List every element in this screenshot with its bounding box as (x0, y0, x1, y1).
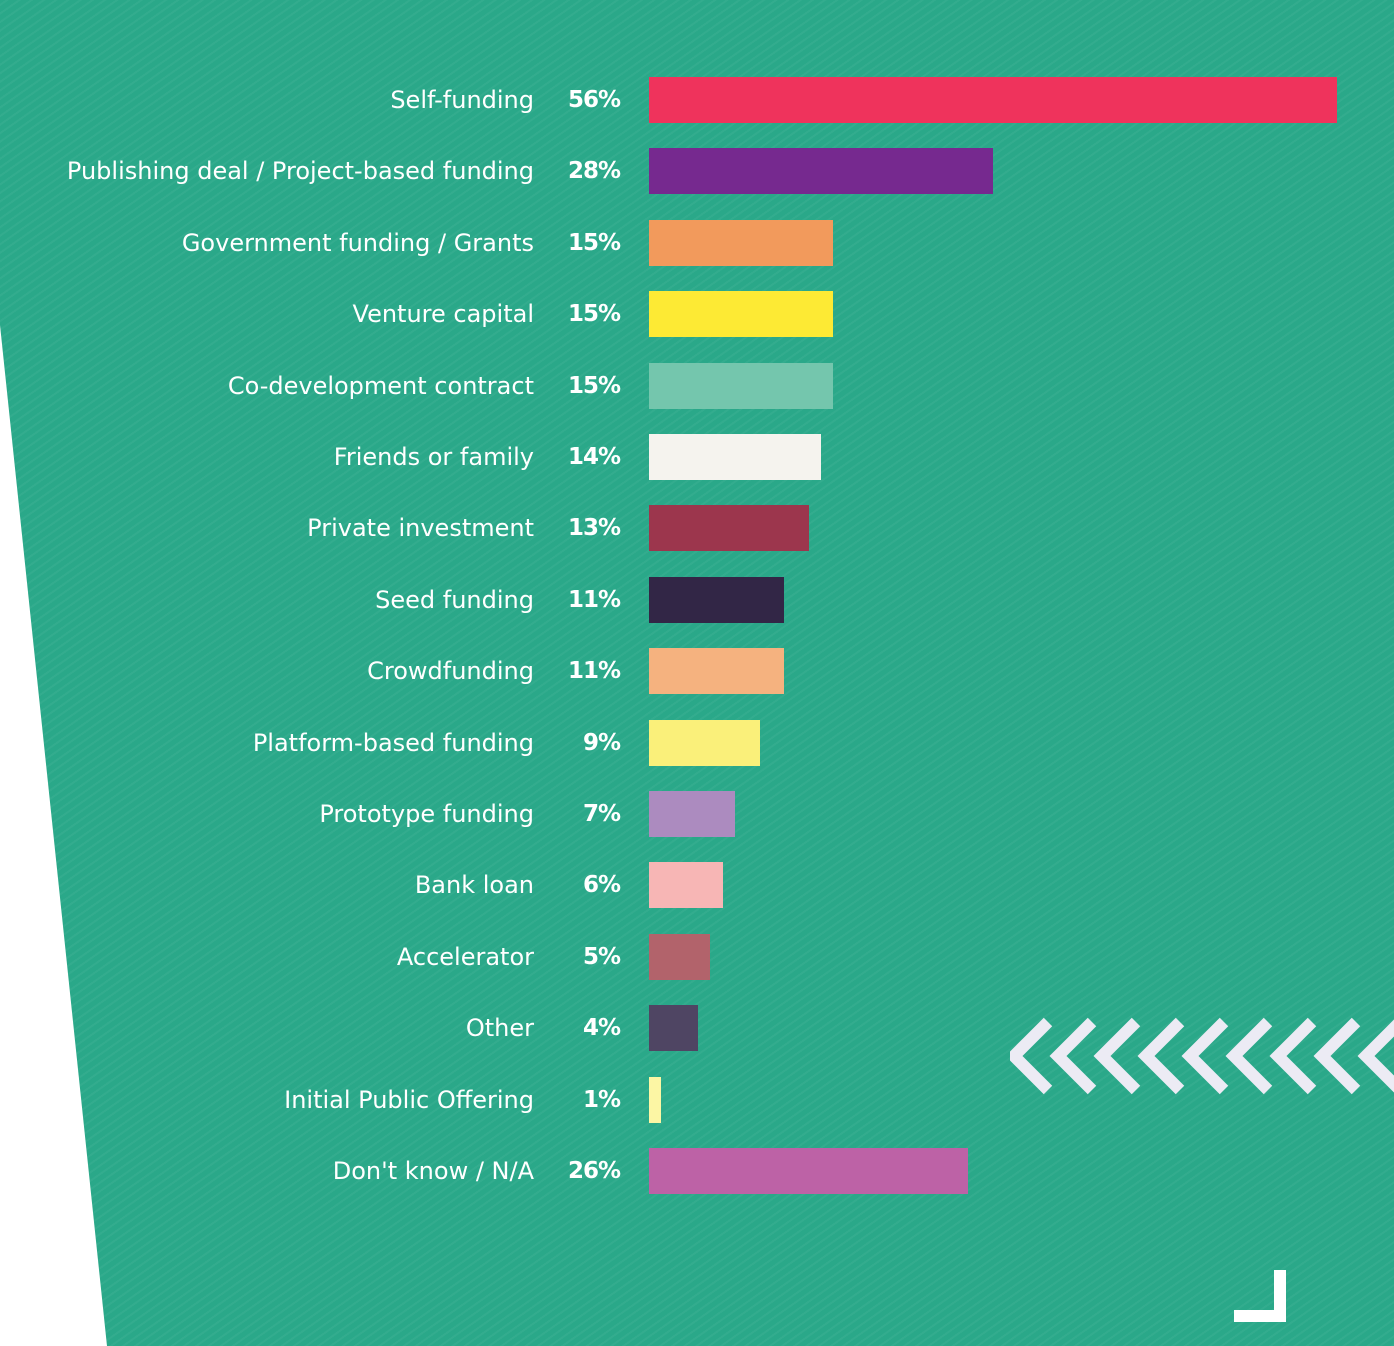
value-label: 13% (567, 515, 621, 542)
bar (649, 791, 735, 837)
chevron-left-icon (1093, 1017, 1141, 1095)
bar-row: Crowdfunding 11% (0, 648, 1394, 695)
bar (649, 1005, 698, 1052)
bar-row: Venture capital 15% (0, 291, 1394, 338)
bar-row: Don't know / N/A 26% (0, 1148, 1394, 1194)
bar-row: Initial Public Offering 1% (0, 1076, 1394, 1123)
category-label: Crowdfunding (367, 657, 534, 686)
category-label: Seed funding (375, 585, 534, 614)
bar (649, 434, 821, 480)
value-label: 1% (582, 1086, 621, 1113)
bar (649, 77, 1337, 123)
category-label: Friends or family (333, 443, 534, 471)
category-label: Initial Public Offering (284, 1085, 534, 1114)
corner-bracket-icon (1234, 1270, 1286, 1322)
chevron-left-icon (1313, 1017, 1361, 1095)
bar-row: Platform-based funding 9% (0, 719, 1394, 766)
value-label: 7% (582, 801, 621, 827)
bar-row: Publishing deal / Project-based funding 2… (0, 148, 1394, 195)
value-label: 6% (582, 872, 621, 899)
bar (649, 576, 784, 623)
category-label: Government funding / Grants (181, 228, 534, 257)
bar (649, 219, 833, 266)
value-label: 14% (567, 444, 621, 470)
bar (649, 933, 710, 980)
bar (649, 148, 993, 195)
bar-row: Seed funding 11% (0, 576, 1394, 623)
bar-row: Bank loan 6% (0, 862, 1394, 909)
value-label: 4% (582, 1015, 621, 1042)
chevron-left-icon (1269, 1017, 1317, 1095)
category-label: Bank loan (414, 871, 534, 900)
category-label: Publishing deal / Project-based funding (66, 157, 534, 186)
category-label: Platform-based funding (252, 728, 534, 757)
chevron-left-icon (1225, 1017, 1273, 1095)
bar-row: Private investment 13% (0, 505, 1394, 552)
bar-row: Other 4% (0, 1005, 1394, 1052)
value-label: 5% (582, 943, 621, 970)
value-label: 15% (567, 372, 621, 399)
bar (649, 505, 809, 552)
chevron-left-icon (1181, 1017, 1229, 1095)
bar (649, 362, 833, 409)
chevron-left-icon (1010, 1017, 1053, 1095)
bar-row: Self-funding 56% (0, 77, 1394, 123)
category-label: Don't know / N/A (332, 1157, 534, 1185)
category-label: Self-funding (390, 86, 534, 114)
category-label: Private investment (307, 514, 534, 543)
bar (649, 648, 784, 695)
value-label: 26% (567, 1158, 621, 1184)
value-label: 11% (567, 586, 621, 613)
category-label: Venture capital (352, 300, 534, 329)
category-label: Co-development contract (227, 371, 534, 400)
value-label: 28% (567, 158, 621, 185)
value-label: 9% (582, 729, 621, 756)
bar-row: Co-development contract 15% (0, 362, 1394, 409)
value-label: 15% (567, 301, 621, 328)
bar (649, 1148, 968, 1194)
bar-row: Friends or family 14% (0, 434, 1394, 480)
category-label: Accelerator (396, 942, 534, 971)
chevron-left-icon (1049, 1017, 1097, 1095)
category-label: Other (465, 1014, 534, 1043)
value-label: 56% (567, 87, 621, 113)
bar (649, 719, 760, 766)
bar-row: Accelerator 5% (0, 933, 1394, 980)
bar-row: Prototype funding 7% (0, 791, 1394, 837)
category-label: Prototype funding (319, 800, 534, 828)
bar (649, 862, 723, 909)
value-label: 15% (567, 229, 621, 256)
bar-row: Government funding / Grants 15% (0, 219, 1394, 266)
bar (649, 1076, 661, 1123)
chevron-decoration-icon (1010, 1017, 1394, 1095)
chevron-left-icon (1137, 1017, 1185, 1095)
bar (649, 291, 833, 338)
chevron-left-icon (1357, 1017, 1394, 1095)
value-label: 11% (567, 658, 621, 685)
